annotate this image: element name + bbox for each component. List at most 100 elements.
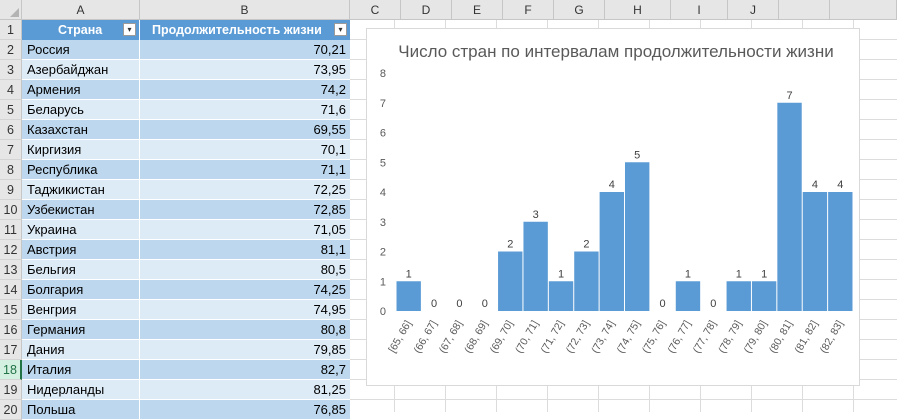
column-header-extra[interactable]	[779, 0, 830, 20]
row-header-17[interactable]: 17	[0, 340, 22, 360]
column-header-f[interactable]: F	[503, 0, 554, 20]
life-expectancy-cell[interactable]: 72,25	[140, 180, 350, 200]
country-cell[interactable]: Киргизия	[22, 140, 140, 160]
row-header-19[interactable]: 19	[0, 380, 22, 400]
life-expectancy-cell[interactable]: 74,95	[140, 300, 350, 320]
life-expectancy-cell[interactable]: 72,85	[140, 200, 350, 220]
column-header-a[interactable]: A	[22, 0, 140, 20]
life-expectancy-cell[interactable]: 71,05	[140, 220, 350, 240]
country-cell[interactable]: Казахстан	[22, 120, 140, 140]
country-cell[interactable]: Россия	[22, 40, 140, 60]
histogram-bar[interactable]	[396, 281, 421, 311]
filter-dropdown-country[interactable]: ▾	[123, 23, 136, 36]
life-expectancy-cell[interactable]: 81,1	[140, 240, 350, 260]
histogram-bar[interactable]	[599, 192, 624, 311]
histogram-bar[interactable]	[675, 281, 701, 311]
life-expectancy-cell[interactable]: 76,85	[140, 400, 350, 420]
bar-value-label: 1	[736, 268, 742, 280]
column-header-h[interactable]: H	[605, 0, 671, 20]
histogram-bar[interactable]	[802, 192, 828, 311]
histogram-bar[interactable]	[625, 162, 650, 311]
country-cell[interactable]: Германия	[22, 320, 140, 340]
row-header-20[interactable]: 20	[0, 400, 22, 420]
row-header-6[interactable]: 6	[0, 120, 22, 140]
country-cell[interactable]: Украина	[22, 220, 140, 240]
life-expectancy-cell[interactable]: 81,25	[140, 380, 350, 400]
life-expectancy-cell[interactable]: 71,6	[140, 100, 350, 120]
histogram-bar[interactable]	[574, 251, 599, 312]
life-expectancy-cell[interactable]: 80,8	[140, 320, 350, 340]
select-all-triangle	[10, 8, 19, 17]
x-axis-labels: [65, 66](66, 67](67, 68](68, 69](69, 70]…	[386, 318, 846, 355]
life-expectancy-cell[interactable]: 69,55	[140, 120, 350, 140]
chart-title: Число стран по интервалам продолжительно…	[398, 42, 833, 61]
life-expectancy-cell[interactable]: 82,7	[140, 360, 350, 380]
row-header-8[interactable]: 8	[0, 160, 22, 180]
column-header-extra[interactable]	[830, 0, 897, 20]
column-header-j[interactable]: J	[728, 0, 779, 20]
country-cell[interactable]: Венгрия	[22, 300, 140, 320]
histogram-bar[interactable]	[828, 192, 853, 311]
row-header-2[interactable]: 2	[0, 40, 22, 60]
country-cell[interactable]: Узбекистан	[22, 200, 140, 220]
histogram-bar[interactable]	[548, 281, 574, 311]
filter-dropdown-life[interactable]: ▾	[334, 23, 347, 36]
life-expectancy-cell[interactable]: 80,5	[140, 260, 350, 280]
life-expectancy-cell[interactable]: 74,2	[140, 80, 350, 100]
life-expectancy-cell[interactable]: 71,1	[140, 160, 350, 180]
country-cell[interactable]: Австрия	[22, 240, 140, 260]
column-header-b[interactable]: B	[140, 0, 350, 20]
row-header-16[interactable]: 16	[0, 320, 22, 340]
row-header-5[interactable]: 5	[0, 100, 22, 120]
row-header-7[interactable]: 7	[0, 140, 22, 160]
x-tick-label: (73, 74]	[589, 318, 617, 355]
histogram-bar[interactable]	[726, 281, 751, 311]
country-cell[interactable]: Беларусь	[22, 100, 140, 120]
row-header-10[interactable]: 10	[0, 200, 22, 220]
x-tick-label: (71, 72]	[538, 318, 566, 355]
life-expectancy-cell[interactable]: 70,21	[140, 40, 350, 60]
row-header-15[interactable]: 15	[0, 300, 22, 320]
country-cell[interactable]: Италия	[22, 360, 140, 380]
life-expectancy-cell[interactable]: 73,95	[140, 60, 350, 80]
row-header-9[interactable]: 9	[0, 180, 22, 200]
select-all-corner[interactable]	[0, 0, 22, 20]
country-cell[interactable]: Нидерланды	[22, 380, 140, 400]
country-cell[interactable]: Польша	[22, 400, 140, 420]
life-expectancy-cell[interactable]: 70,1	[140, 140, 350, 160]
life-expectancy-cell[interactable]: 79,85	[140, 340, 350, 360]
row-header-18[interactable]: 18	[0, 360, 22, 380]
row-header-4[interactable]: 4	[0, 80, 22, 100]
column-header-d[interactable]: D	[401, 0, 452, 20]
table-header-life-expectancy[interactable]: Продолжительность жизни	[140, 20, 350, 40]
country-cell[interactable]: Болгария	[22, 280, 140, 300]
country-cell[interactable]: Азербайджан	[22, 60, 140, 80]
country-cell[interactable]: Таджикистан	[22, 180, 140, 200]
row-header-12[interactable]: 12	[0, 240, 22, 260]
histogram-bar[interactable]	[523, 221, 548, 311]
histogram-bar[interactable]	[498, 251, 523, 312]
country-cell[interactable]: Дания	[22, 340, 140, 360]
country-cell[interactable]: Республика	[22, 160, 140, 180]
row-header-3[interactable]: 3	[0, 60, 22, 80]
histogram-bar[interactable]	[777, 102, 802, 311]
row-header-1[interactable]: 1	[0, 20, 22, 40]
table-header-country[interactable]: Страна	[22, 20, 140, 40]
country-cell[interactable]: Бельгия	[22, 260, 140, 280]
bar-value-label: 1	[761, 268, 767, 280]
column-header-i[interactable]: I	[671, 0, 728, 20]
column-header-g[interactable]: G	[554, 0, 605, 20]
bar-value-label: 4	[837, 179, 843, 191]
row-header-13[interactable]: 13	[0, 260, 22, 280]
country-cell[interactable]: Армения	[22, 80, 140, 100]
bars: 1 0 0 0 2 3 1 2 4 5 0 1 0 1 1 7 4 4	[396, 90, 853, 312]
y-tick-label: 0	[380, 306, 386, 318]
histogram-bar[interactable]	[751, 281, 777, 311]
histogram-chart[interactable]: Число стран по интервалам продолжительно…	[366, 28, 860, 386]
row-header-14[interactable]: 14	[0, 280, 22, 300]
column-header-e[interactable]: E	[452, 0, 503, 20]
column-header-c[interactable]: C	[350, 0, 401, 20]
row-header-11[interactable]: 11	[0, 220, 22, 240]
life-expectancy-cell[interactable]: 74,25	[140, 280, 350, 300]
